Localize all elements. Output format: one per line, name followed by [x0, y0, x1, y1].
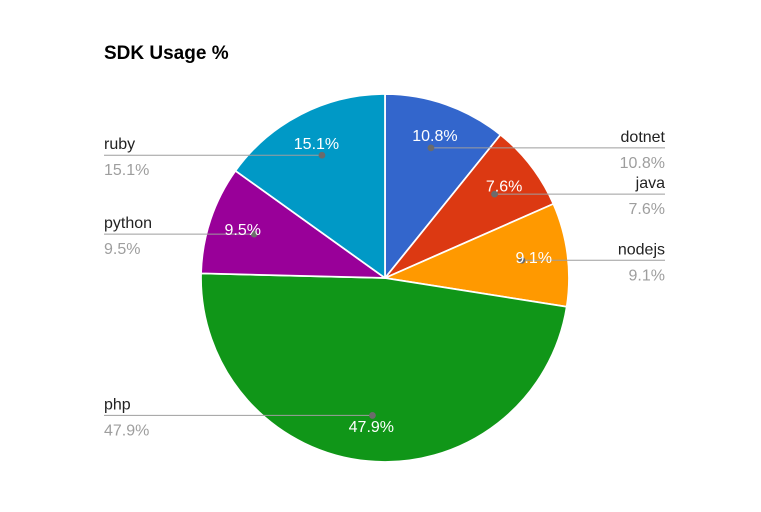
- category-label-ruby: ruby: [104, 136, 135, 153]
- leader-dot-dotnet: [427, 144, 435, 152]
- category-percent-label-nodejs: 9.1%: [629, 267, 665, 284]
- category-percent-label-ruby: 15.1%: [104, 162, 149, 179]
- leader-dot-php: [369, 412, 376, 419]
- leader-lines: [104, 144, 665, 419]
- leader-dot-java: [491, 190, 498, 198]
- slice-value-label-python: 9.5%: [225, 222, 261, 239]
- slice-value-label-java: 7.6%: [486, 178, 522, 195]
- category-label-nodejs: nodejs: [618, 241, 665, 258]
- category-label-php: php: [104, 396, 131, 413]
- pie-slice-ruby[interactable]: [234, 93, 386, 279]
- chart-title: SDK Usage %: [104, 43, 229, 64]
- slice-value-label-nodejs: 9.1%: [516, 250, 552, 267]
- category-label-java: java: [635, 175, 665, 192]
- chart-labels: 10.8% dotnet 10.8% 7.6% java 7.6% 9.1% nodejs 9.…: [104, 128, 666, 439]
- slice-value-label-ruby: 15.1%: [294, 136, 339, 153]
- category-percent-label-dotnet: 10.8%: [620, 155, 665, 172]
- slice-value-label-dotnet: 10.8%: [412, 128, 457, 145]
- category-percent-label-python: 9.5%: [104, 241, 140, 258]
- pie-slice-nodejs[interactable]: [384, 202, 570, 308]
- pie-slice-python[interactable]: [200, 169, 386, 279]
- pie-slices: [200, 93, 570, 463]
- category-percent-label-php: 47.9%: [104, 422, 149, 439]
- leader-dot-ruby: [318, 151, 326, 159]
- leader-dot-nodejs: [518, 256, 526, 264]
- category-label-python: python: [104, 215, 152, 232]
- pie-slice-php[interactable]: [200, 272, 568, 463]
- category-label-dotnet: dotnet: [621, 129, 666, 146]
- slice-value-label-php: 47.9%: [349, 419, 394, 436]
- leader-dot-python: [250, 230, 258, 238]
- category-percent-label-java: 7.6%: [629, 201, 665, 218]
- pie-slice-dotnet[interactable]: [384, 93, 502, 279]
